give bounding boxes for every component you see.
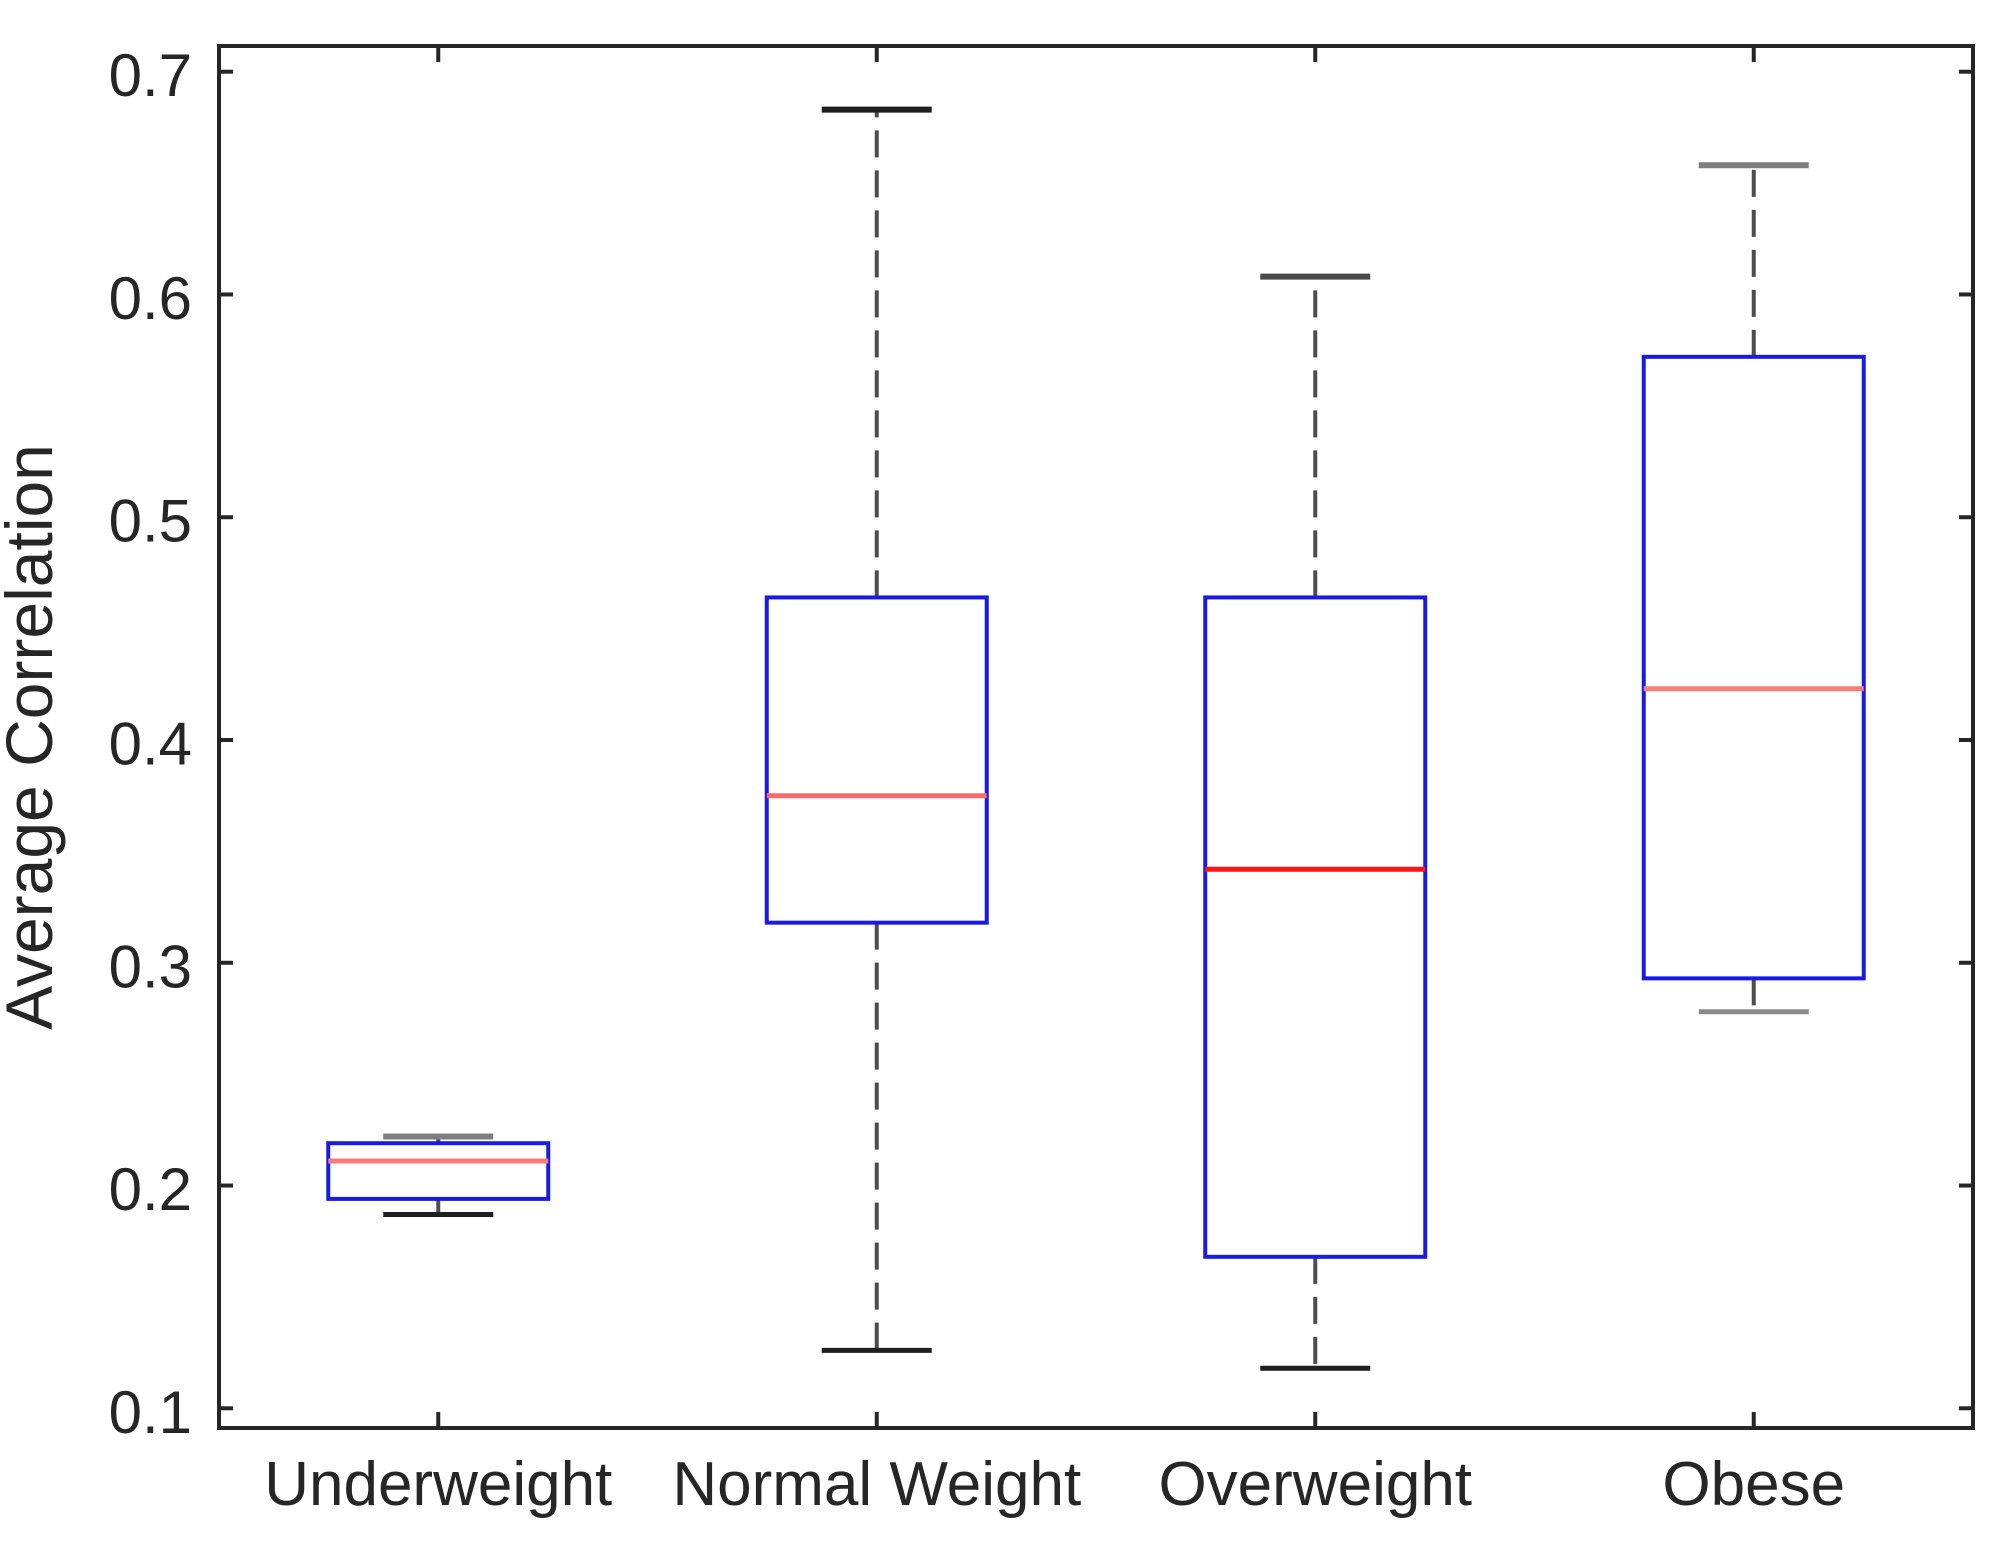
y-tick-label: 0.3: [109, 933, 192, 1000]
x-category-label-normal-weight: Normal Weight: [672, 1450, 1081, 1519]
y-tick-label: 0.5: [109, 488, 192, 555]
iqr-box-overweight: [1203, 595, 1428, 1259]
y-tick-label: 0.7: [109, 42, 192, 109]
plot-frame: [217, 44, 1975, 1430]
iqr-box-underweight: [326, 1141, 551, 1201]
x-category-label-overweight: Overweight: [1158, 1450, 1472, 1519]
y-tick-label: 0.6: [109, 265, 192, 332]
y-axis-label: Average Correlation: [0, 444, 66, 1030]
y-tick-label: 0.1: [109, 1379, 192, 1446]
x-category-label-obese: Obese: [1662, 1450, 1845, 1519]
iqr-box-obese: [1641, 354, 1866, 981]
y-tick-label: 0.4: [109, 711, 192, 778]
x-category-label-underweight: Underweight: [264, 1450, 612, 1519]
iqr-box-normal-weight: [764, 595, 989, 925]
y-tick-label: 0.2: [109, 1156, 192, 1223]
